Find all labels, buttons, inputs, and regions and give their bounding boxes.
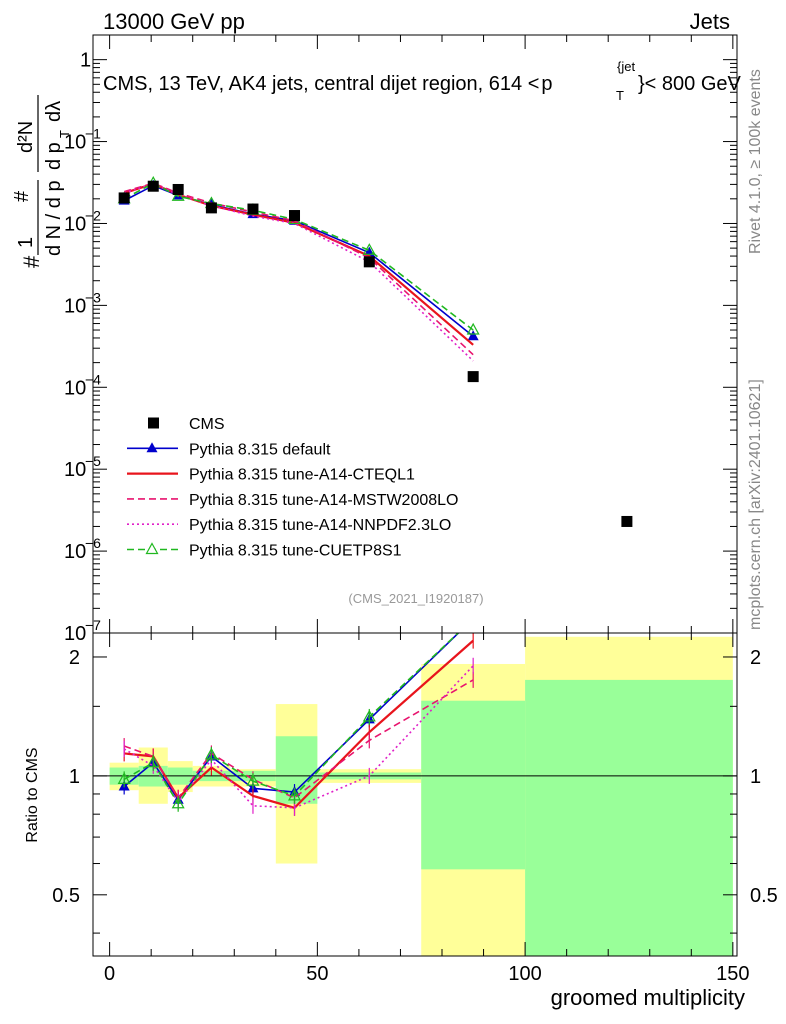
title-tail: }< 800 GeV — [638, 73, 742, 95]
ratio-series-lines — [117, 613, 479, 816]
ratio-line-pythia-8-315-tune-a14-nnpdf2-3lo — [123, 665, 474, 809]
cms-data-point — [147, 180, 159, 192]
ratio-y-tick-label-right: 2 — [750, 647, 761, 669]
ylabel-one: 1 — [15, 237, 37, 248]
ratio-point-cuetp8s1 — [117, 772, 131, 784]
legend-marker-cms — [148, 417, 159, 429]
ratio-point-cuetp8s1 — [204, 747, 218, 760]
series-point-cuetp8s1 — [362, 243, 376, 255]
ratio-plot-frame — [92, 632, 738, 957]
y-tick-label: 10 — [64, 541, 86, 563]
legend: CMS Pythia 8.315 default Pythia 8.315 tune… — [127, 416, 458, 560]
legend-label: Pythia 8.315 tune-CUETP8S1 — [189, 543, 402, 560]
ratio-point-cuetp8s1 — [287, 788, 302, 801]
legend-marker-default — [146, 442, 158, 453]
legend-label: Pythia 8.315 tune-A14-MSTW2008LO — [189, 492, 458, 509]
y-tick-label: 10 — [64, 459, 86, 481]
stat-uncertainty-band — [525, 679, 733, 956]
ratio-y-tick-label: 2 — [69, 647, 80, 669]
title-p: p — [541, 73, 552, 95]
ratio-y-tick-label-right: 1 — [750, 766, 761, 788]
ylabel-d2n: d²N — [15, 121, 37, 153]
title-superscript: {jet — [617, 59, 635, 74]
series-line-pythia-8-315-default — [123, 184, 474, 337]
y-tick-label: 10 — [64, 295, 86, 317]
x-tick-label: 0 — [104, 963, 115, 985]
stat-uncertainty-band — [421, 700, 526, 870]
ylabel-t-sub: T — [57, 130, 72, 138]
mcplots-source-label: mcplots.cern.ch [arXiv:2401.10621] — [747, 379, 764, 630]
x-tick-label: 150 — [716, 963, 749, 985]
cms-data-point — [467, 371, 479, 383]
series-point-default — [467, 330, 479, 341]
ratio-point-cuetp8s1 — [362, 709, 376, 722]
ratio-plot-panel: 0.5 0.5 1 1 2 2 0 50 100 150 Ratio to CMS groomed… — [24, 613, 778, 1010]
y-tick-label: 10 — [64, 213, 86, 235]
legend-label: CMS — [189, 416, 225, 433]
rivet-version-label: Rivet 4.1.0, ≥ 100k events — [747, 69, 764, 254]
ylabel-dp: d p — [43, 142, 65, 170]
cms-data-point — [172, 183, 184, 195]
cms-data-point — [363, 256, 375, 268]
ylabel-hash-top: # — [11, 190, 33, 202]
ratio-point-cuetp8s1 — [468, 613, 479, 623]
y-tick-label: 10 — [64, 132, 86, 154]
ylabel-dn-dp: d N / d p — [43, 180, 65, 256]
energy-label: 13000 GeV pp — [103, 9, 245, 34]
analysis-id-watermark: (CMS_2021_I1920187) — [348, 591, 483, 606]
ratio-point-default — [468, 613, 479, 623]
main-y-axis: 110−110−210−310−410−510−610−7 — [64, 34, 737, 645]
cms-data-point — [289, 210, 301, 222]
ratio-point-cuetp8s1 — [171, 796, 185, 809]
legend-label: Pythia 8.315 tune-A14-CTEQL1 — [189, 467, 415, 484]
cms-uncertainty-bands — [93, 636, 737, 956]
cms-data-point — [205, 202, 217, 214]
y-tick-label: 10 — [64, 623, 86, 645]
main-plot-panel: 110−110−210−310−410−510−610−7 CMS, 13 Te… — [11, 34, 742, 645]
cms-data-point — [118, 192, 130, 204]
ratio-y-axis-label: Ratio to CMS — [24, 747, 41, 842]
cms-data-points — [118, 180, 633, 527]
x-axis-label: groomed multiplicity — [551, 985, 745, 1010]
series-line-pythia-8-315-tune-cuetp8s1 — [123, 182, 474, 331]
category-label: Jets — [690, 9, 730, 34]
ylabel-hash-bottom: # — [19, 255, 44, 268]
ratio-axes: 0.5 0.5 1 1 2 2 0 50 100 150 — [52, 633, 778, 985]
legend-marker-cuetp8s1 — [145, 542, 159, 555]
x-tick-label: 50 — [306, 963, 328, 985]
x-tick-label: 100 — [508, 963, 541, 985]
series-point-cuetp8s1 — [466, 322, 480, 335]
ratio-point-cuetp8s1 — [146, 755, 160, 768]
cms-data-point — [621, 515, 633, 527]
y-tick-label: 1 — [80, 50, 91, 72]
main-y-axis-label: # 1 d N / d p # d²N d p T dλ — [11, 95, 72, 268]
ratio-y-tick-label-right: 0.5 — [750, 885, 778, 907]
ratio-point-cuetp8s1 — [246, 773, 260, 786]
y-tick-label: 10 — [64, 377, 86, 399]
title-subscript: T — [616, 88, 624, 103]
plot-title: CMS, 13 TeV, AK4 jets, central dijet reg… — [103, 73, 553, 95]
legend-label: Pythia 8.315 default — [189, 441, 331, 458]
series-line-pythia-8-315-tune-a14-mstw2008lo — [123, 182, 474, 356]
ratio-y-tick-label: 0.5 — [52, 885, 80, 907]
cms-data-point — [247, 203, 259, 215]
main-series-lines — [117, 175, 480, 362]
series-line-pythia-8-315-tune-a14-cteql1 — [123, 182, 474, 346]
ylabel-dlambda: dλ — [43, 101, 65, 122]
ratio-y-tick-label: 1 — [69, 766, 80, 788]
title-main: CMS, 13 TeV, AK4 jets, central dijet reg… — [103, 73, 539, 95]
series-point-cuetp8s1 — [171, 188, 185, 201]
legend-label: Pythia 8.315 tune-A14-NNPDF2.3LO — [189, 517, 451, 534]
